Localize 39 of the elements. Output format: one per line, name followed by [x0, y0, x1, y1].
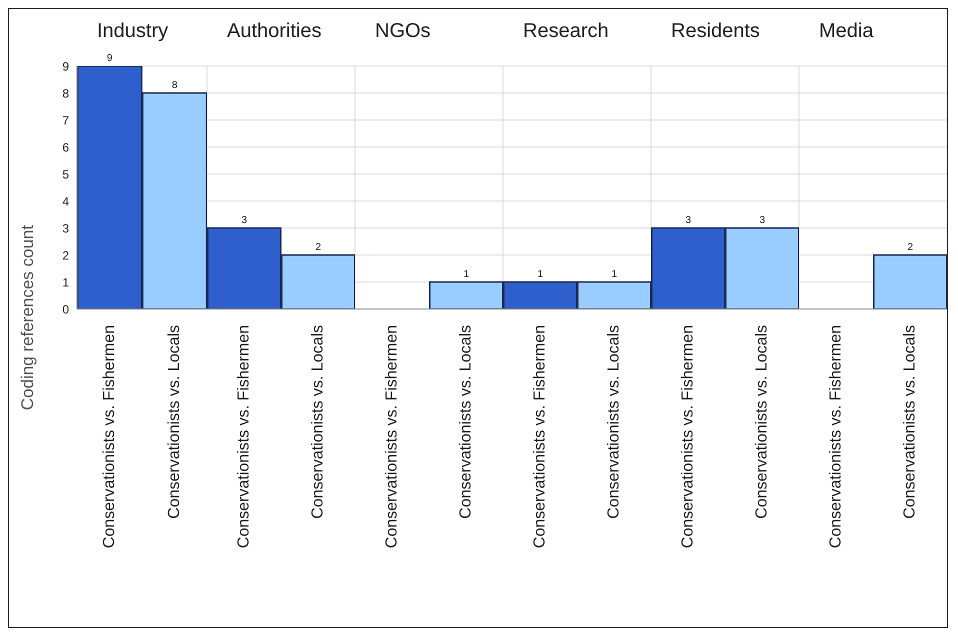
- y-tick-label: 8: [62, 86, 70, 100]
- x-tick-label: Conservationists vs. Fishermen: [384, 325, 400, 548]
- chart-title: Media: [818, 19, 874, 44]
- x-tick-label: Conservationists vs. Fishermen: [680, 325, 696, 548]
- y-tick-label: 7: [62, 113, 70, 128]
- y-tick-label: 0: [62, 302, 70, 316]
- data-label: 3: [685, 215, 692, 226]
- chart-title: Industry: [96, 19, 170, 44]
- data-label: 1: [463, 269, 470, 280]
- x-tick-label: Conservationists vs. Fishermen: [828, 325, 844, 548]
- x-tick-label: Conservationists vs. Locals: [754, 325, 770, 519]
- data-label: 3: [759, 215, 766, 226]
- data-label: 1: [537, 269, 544, 280]
- y-tick-label: 4: [62, 194, 70, 208]
- y-tick-label: 9: [62, 59, 70, 74]
- data-label: 9: [106, 53, 113, 64]
- chart-title: NGOs: [374, 19, 432, 44]
- y-tick-label: 2: [62, 248, 70, 262]
- data-label: 2: [315, 242, 322, 253]
- chart-title: Research: [522, 19, 610, 44]
- y-tick-label: 5: [62, 167, 70, 182]
- y-axis-title: Coding references count: [18, 225, 38, 411]
- y-tick-label: 6: [62, 140, 70, 154]
- x-tick-label: Conservationists vs. Locals: [606, 325, 622, 519]
- x-tick-label: Conservationists vs. Locals: [458, 325, 474, 519]
- x-tick-label: Conservationists vs. Fishermen: [236, 325, 252, 548]
- data-label: 2: [907, 242, 914, 253]
- y-tick-label: 1: [62, 275, 70, 290]
- data-label: 1: [611, 269, 618, 280]
- x-tick-label: Conservationists vs. Locals: [310, 325, 326, 519]
- chart-title: Residents: [670, 19, 761, 44]
- x-tick-label: Conservationists vs. Fishermen: [532, 325, 548, 548]
- x-tick-label: Conservationists vs. Locals: [166, 325, 183, 519]
- x-tick-label: Conservationists vs. Locals: [902, 325, 918, 519]
- data-label: 3: [241, 215, 248, 226]
- data-label: 8: [172, 80, 178, 91]
- x-tick-label: Conservationists vs. Fishermen: [101, 325, 118, 548]
- chart-title: Authorities: [226, 19, 322, 44]
- y-tick-label: 3: [62, 221, 70, 236]
